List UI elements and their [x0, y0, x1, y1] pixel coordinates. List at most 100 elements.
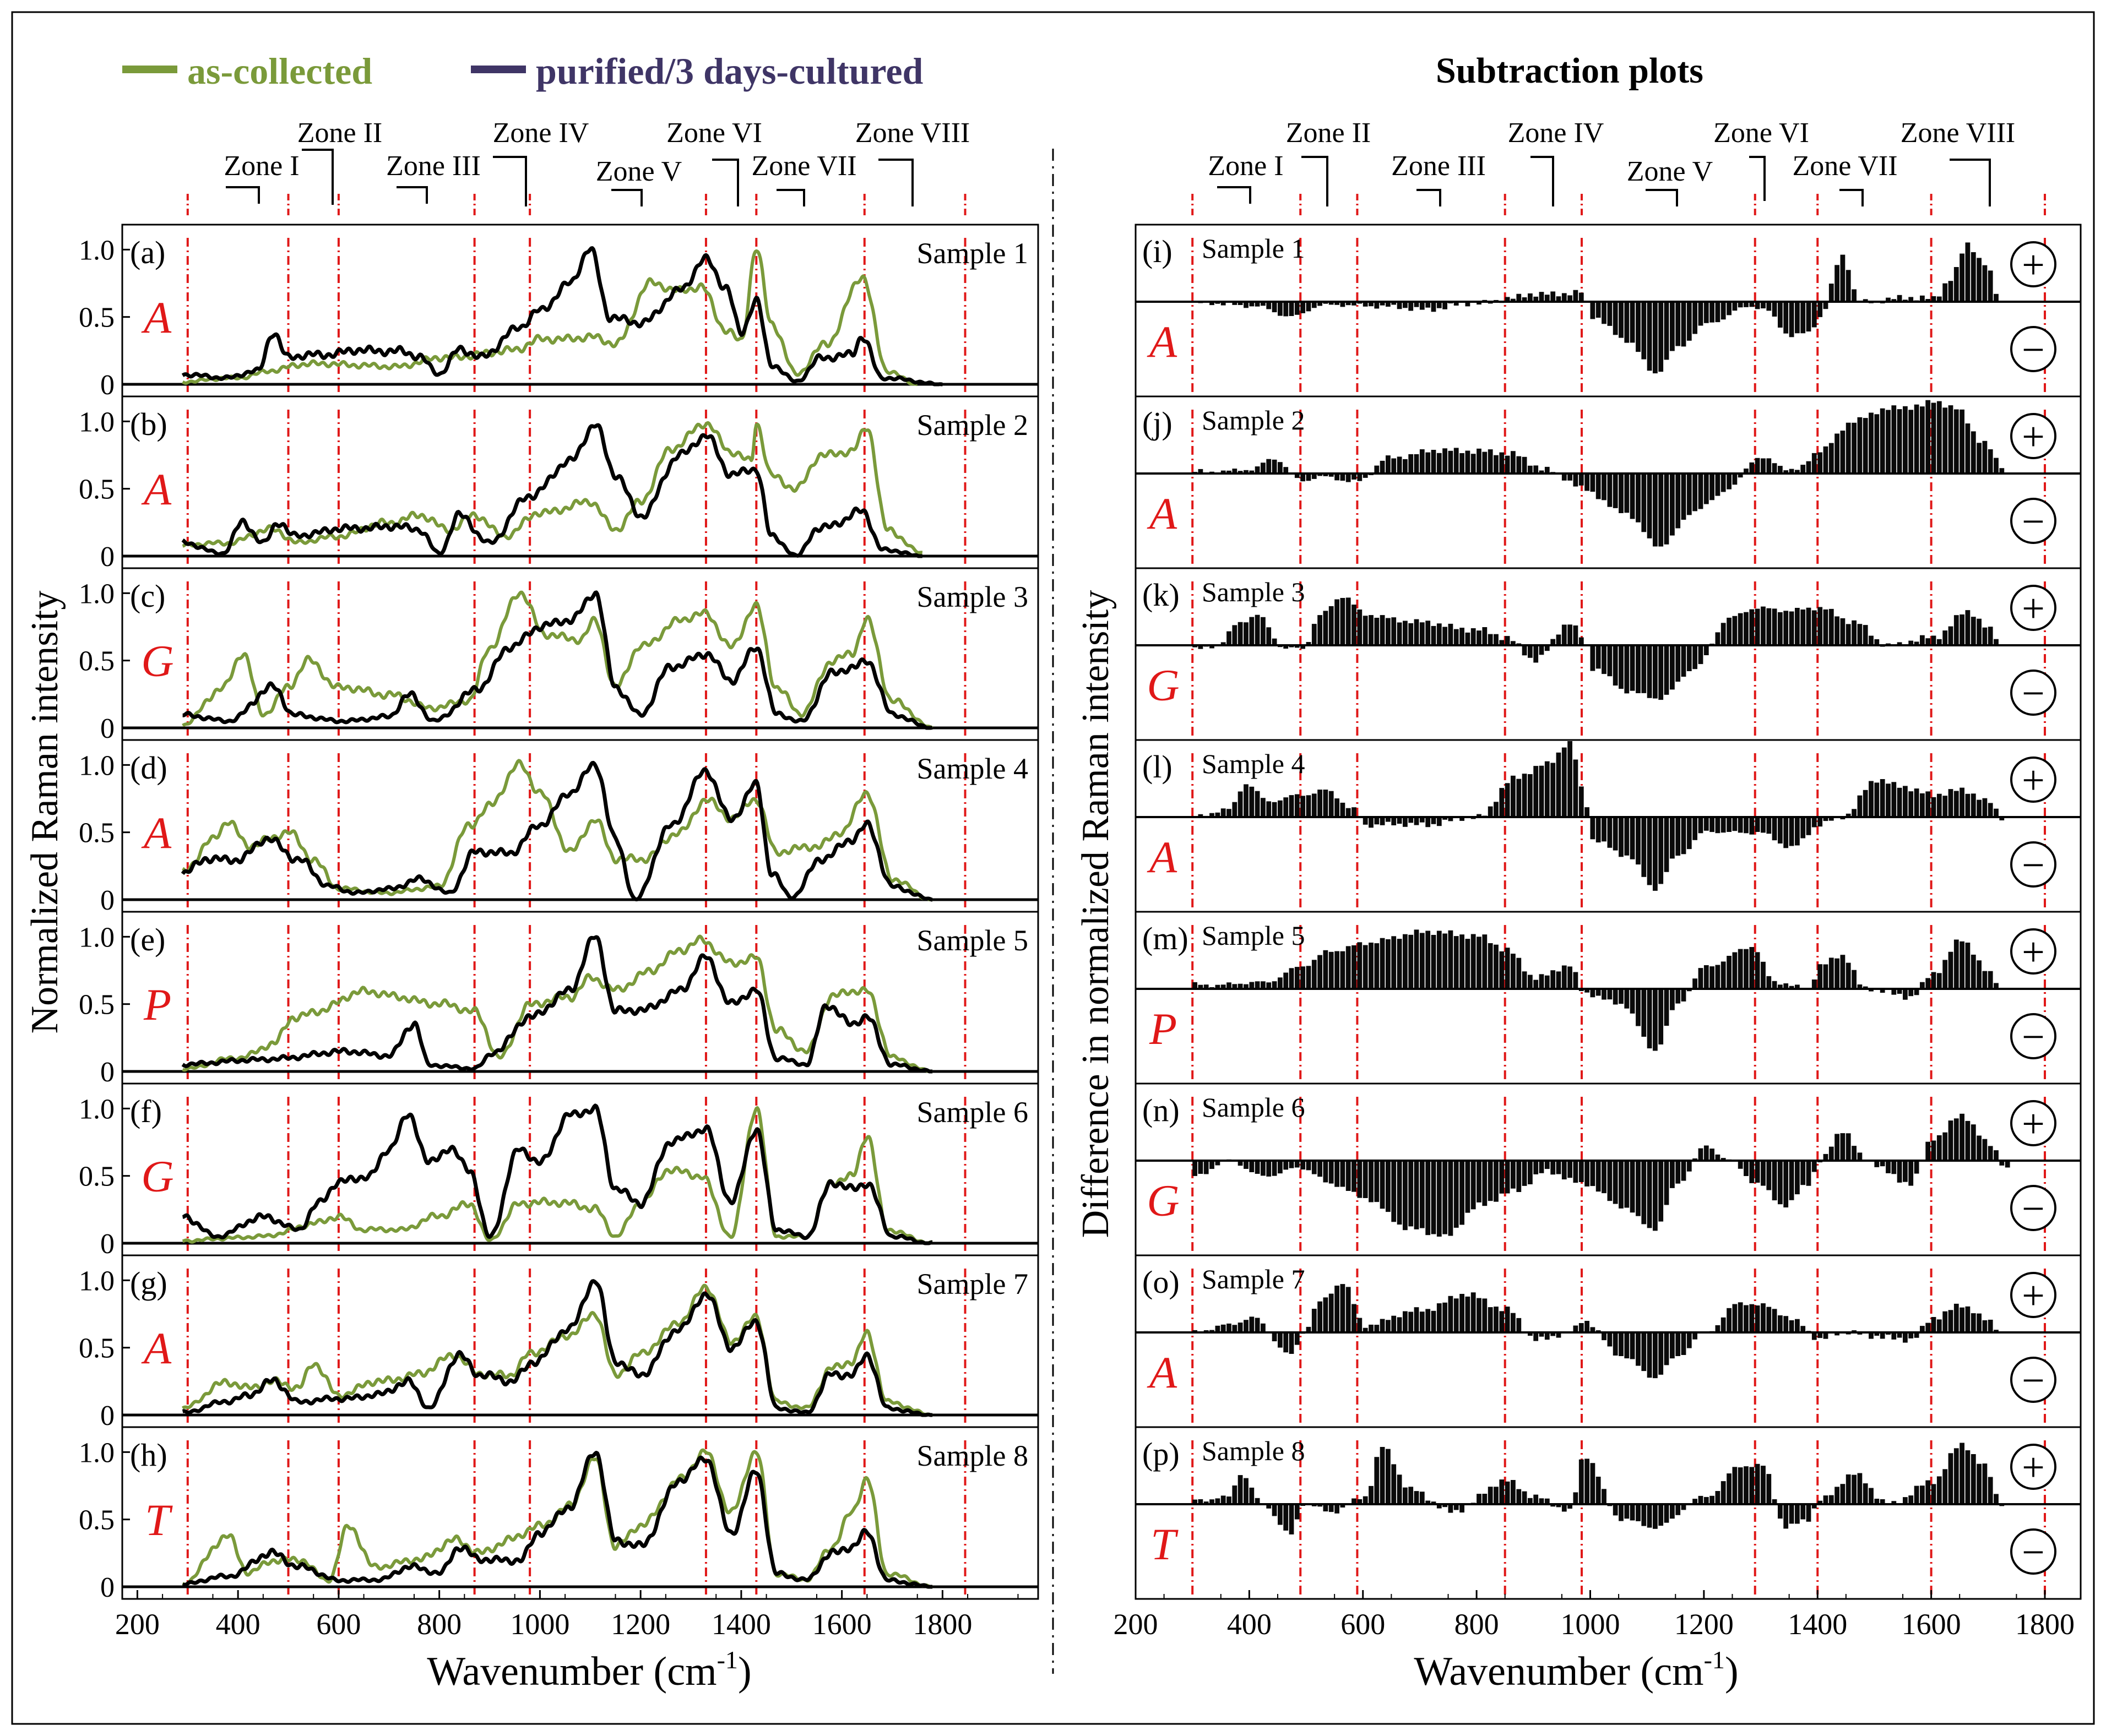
difference-bar [1533, 465, 1539, 474]
difference-bar [1994, 1150, 1999, 1161]
difference-bar [1539, 645, 1544, 655]
difference-bar [1266, 982, 1272, 989]
difference-bar [1670, 645, 1675, 690]
difference-bar [1340, 474, 1345, 481]
difference-bar [1766, 1161, 1772, 1190]
difference-bar [1300, 796, 1305, 817]
difference-bar [1823, 964, 1828, 989]
difference-bar [1670, 1504, 1675, 1519]
difference-bar [1317, 615, 1322, 645]
difference-bar [1334, 1161, 1339, 1187]
difference-bar [1953, 1303, 1959, 1332]
difference-bar [1436, 1161, 1442, 1237]
legend: as-collected purified/3 days-cultured [122, 50, 924, 92]
zone-label: Zone VII [751, 150, 856, 182]
left-x-label: Wavenumber (cm-1) [427, 1646, 751, 1694]
difference-bar [1948, 951, 1953, 989]
difference-bar [1880, 408, 1885, 474]
difference-bar [1425, 621, 1431, 645]
difference-bar [1340, 1161, 1345, 1187]
difference-bar [1852, 809, 1857, 817]
difference-bar [1869, 1332, 1874, 1339]
difference-bar [1431, 1161, 1436, 1234]
difference-bar [1908, 640, 1914, 645]
difference-bar [1567, 741, 1572, 817]
difference-bar [1363, 1161, 1368, 1198]
difference-bar [1630, 817, 1635, 859]
difference-bar [1266, 801, 1272, 817]
difference-bar [1369, 1485, 1374, 1504]
difference-bar [1192, 982, 1197, 989]
difference-bar [1249, 1487, 1255, 1504]
difference-bar [1516, 293, 1522, 302]
sample-label: Sample 4 [1202, 748, 1305, 779]
difference-bar [1198, 814, 1203, 817]
difference-bar [1613, 302, 1618, 335]
plus-circle [2010, 241, 2056, 287]
difference-bar [1357, 1161, 1363, 1198]
difference-bar [1994, 639, 1999, 645]
difference-bar [1772, 1309, 1777, 1332]
difference-bar [1828, 817, 1834, 821]
minus-symbol: − [2022, 671, 2045, 716]
difference-bar [1278, 1332, 1283, 1348]
difference-bar [1846, 422, 1851, 474]
difference-bar [1891, 1161, 1897, 1174]
difference-bar [1414, 929, 1419, 989]
difference-bar [1681, 1161, 1686, 1181]
difference-bar [1237, 791, 1243, 817]
difference-bar [1960, 253, 1964, 302]
difference-bar [1681, 1504, 1686, 1510]
difference-bar [1630, 474, 1635, 519]
difference-bar [1914, 1485, 1919, 1504]
difference-bar [1886, 297, 1891, 302]
difference-bar [1516, 1318, 1522, 1332]
difference-bar [1419, 1161, 1425, 1228]
difference-bar [1727, 474, 1732, 489]
difference-bar [1686, 817, 1692, 850]
difference-bar [1419, 1311, 1425, 1332]
difference-bar [1789, 986, 1794, 989]
difference-bar [1874, 782, 1880, 817]
sample-class-label: T [145, 1495, 173, 1545]
difference-bar [1459, 628, 1464, 645]
difference-bar [1203, 1501, 1209, 1504]
difference-bar [1766, 302, 1772, 311]
difference-bar [1533, 766, 1539, 817]
difference-bar [1602, 474, 1606, 500]
difference-bar [1300, 302, 1305, 313]
difference-bar [1556, 1332, 1561, 1338]
difference-bar [1539, 1498, 1544, 1504]
difference-bar [1522, 774, 1527, 817]
difference-bar [1738, 1467, 1743, 1504]
difference-bar [1369, 1161, 1374, 1202]
difference-bar [1306, 795, 1311, 817]
difference-bar [1192, 1499, 1197, 1504]
difference-bar [1283, 1504, 1289, 1531]
difference-bar [1584, 807, 1589, 817]
difference-bar [1613, 817, 1618, 851]
difference-bar [1374, 302, 1380, 309]
difference-bar [1948, 1120, 1953, 1161]
difference-bar [1442, 933, 1447, 989]
difference-bar [1653, 1332, 1658, 1379]
left-y-label: Normalized Raman intensity [24, 591, 66, 1034]
difference-bar [1806, 1161, 1811, 1186]
difference-bar [1738, 474, 1743, 478]
difference-bar [1994, 293, 1999, 302]
difference-bar [1436, 453, 1442, 474]
difference-bar [1681, 302, 1686, 347]
difference-bar [1386, 1161, 1391, 1212]
difference-bar [1351, 1161, 1356, 1192]
difference-bar [1539, 1332, 1544, 1337]
sample-label: Sample 5 [1202, 920, 1305, 951]
difference-bar [1528, 465, 1533, 474]
difference-bar [1960, 941, 1964, 989]
difference-bar [1931, 402, 1936, 474]
difference-bar [1908, 297, 1914, 302]
difference-bar [1965, 793, 1971, 817]
difference-bar [1544, 1498, 1550, 1504]
purified-spectrum [181, 935, 933, 1074]
difference-bar [1720, 1158, 1726, 1161]
